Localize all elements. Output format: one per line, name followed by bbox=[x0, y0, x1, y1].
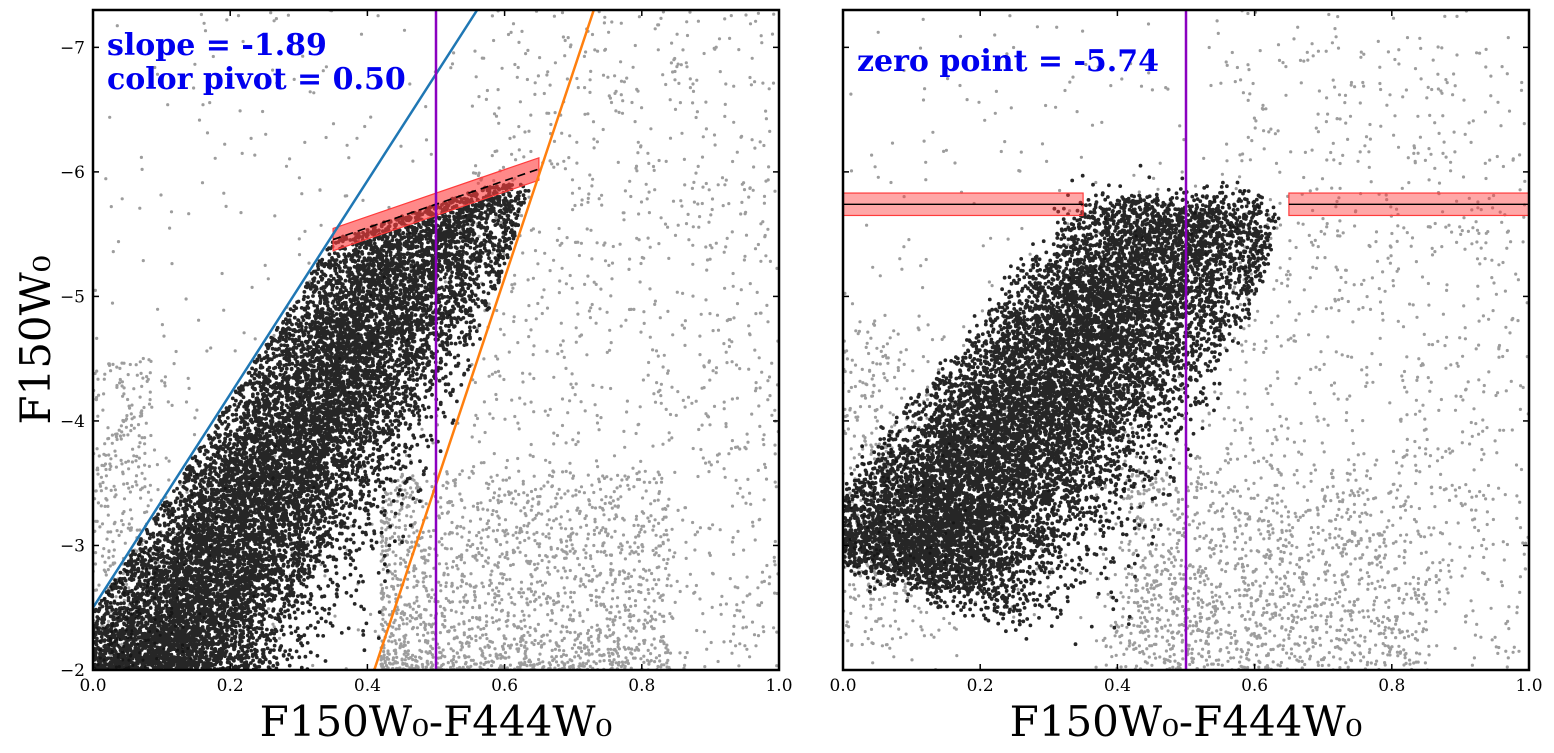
y-tick-label: −5 bbox=[60, 287, 85, 307]
x-tick-label: 0.2 bbox=[967, 676, 994, 696]
x-tick-label: 0.6 bbox=[1241, 676, 1268, 696]
right-background-points bbox=[750, 0, 1554, 753]
y-tick-label: −3 bbox=[60, 536, 85, 556]
y-tick-label: −2 bbox=[60, 661, 85, 681]
x-tick-label: 0.0 bbox=[829, 676, 856, 696]
y-tick-label: −4 bbox=[60, 412, 85, 432]
x-tick-label: 0.2 bbox=[217, 676, 244, 696]
x-tick-label: 0.4 bbox=[354, 676, 381, 696]
x-tick-label: 1.0 bbox=[1515, 676, 1542, 696]
scatter-points bbox=[59, 182, 531, 671]
right-selected-points bbox=[809, 164, 1281, 646]
annotation-color-pivot: color pivot = 0.50 bbox=[107, 62, 406, 97]
x-tick-label: 0.4 bbox=[1104, 676, 1131, 696]
left-panel: 0.0 0.2 0.4 0.6 0.8 1.0 −2−3−4−5−6−7 slope = … bbox=[11, 8, 793, 746]
left-y-axis-title: F150W₀ bbox=[11, 255, 60, 424]
x-tick-label: 1.0 bbox=[765, 676, 792, 696]
x-tick-label: 0.8 bbox=[1378, 676, 1405, 696]
right-panel: 0.0 0.2 0.4 0.6 0.8 1.0 zero point = -5.74 F1… bbox=[750, 0, 1554, 753]
x-tick-label: 0.8 bbox=[628, 676, 655, 696]
annotation-zero-point: zero point = -5.74 bbox=[857, 44, 1159, 79]
left-x-axis-title: F150W₀-F444W₀ bbox=[260, 697, 613, 746]
scatter-points bbox=[750, 0, 1554, 753]
annotation-slope: slope = -1.89 bbox=[107, 28, 327, 63]
y-tick-label: −6 bbox=[60, 163, 85, 183]
right-x-axis-title: F150W₀-F444W₀ bbox=[1010, 697, 1363, 746]
y-tick-label: −7 bbox=[60, 38, 85, 58]
scatter-points bbox=[809, 164, 1281, 646]
left-selected-points bbox=[59, 182, 531, 671]
x-tick-label: 0.6 bbox=[491, 676, 518, 696]
